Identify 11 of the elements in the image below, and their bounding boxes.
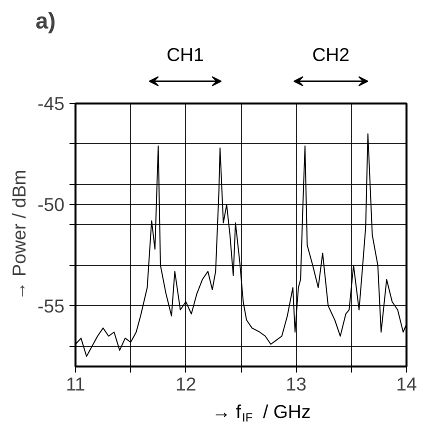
text: CH2 (312, 44, 350, 65)
y-tick-label: -50 (38, 194, 65, 216)
x-tick-label: 11 (66, 374, 86, 394)
text: CH1 (166, 44, 204, 65)
x-tick-label: 12 (175, 374, 196, 394)
y-tick-label: -45 (38, 93, 65, 114)
x-tick-label: 14 (396, 374, 417, 394)
y-axis-title: → Power / dBm (8, 170, 30, 300)
y-tick-label: -55 (38, 295, 65, 316)
chart-title: a) (36, 8, 56, 34)
x-tick-label: 13 (286, 374, 307, 394)
